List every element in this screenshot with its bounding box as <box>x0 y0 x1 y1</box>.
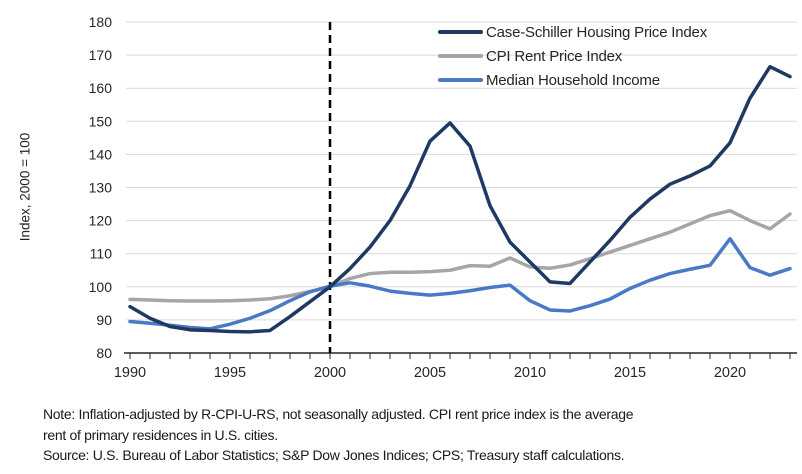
legend-label-case-schiller: Case-Schiller Housing Price Index <box>486 23 708 41</box>
legend-item-case-schiller: Case-Schiller Housing Price Index <box>438 20 707 44</box>
svg-text:80: 80 <box>96 345 112 361</box>
svg-text:2000: 2000 <box>314 365 346 381</box>
svg-text:110: 110 <box>90 246 113 262</box>
x-axis-labels: 1990 1995 2000 2005 2010 2015 2020 <box>114 365 746 381</box>
series-line-1 <box>128 208 792 303</box>
svg-text:180: 180 <box>89 14 113 30</box>
note-line-2: rent of primary residences in U.S. citie… <box>43 426 278 443</box>
chart-footnotes: Note: Inflation-adjusted by R-CPI-U-RS, … <box>43 404 783 466</box>
svg-text:90: 90 <box>96 312 112 328</box>
y-axis-title: Index, 2000 = 100 <box>17 132 33 242</box>
note-line-1: Note: Inflation-adjusted by R-CPI-U-RS, … <box>43 406 634 422</box>
legend-label-median-income: Median Household Income <box>486 71 660 89</box>
svg-text:1990: 1990 <box>114 365 146 381</box>
svg-text:2010: 2010 <box>514 365 546 381</box>
svg-text:1995: 1995 <box>214 365 246 381</box>
legend-swatch-case-schiller <box>438 29 483 35</box>
series-line-0 <box>128 64 792 334</box>
svg-text:160: 160 <box>89 80 113 96</box>
source-line: Source: U.S. Bureau of Labor Statistics;… <box>43 447 625 463</box>
svg-text:140: 140 <box>89 146 113 162</box>
svg-text:130: 130 <box>89 180 113 196</box>
chart-legend: Case-Schiller Housing Price Index CPI Re… <box>438 20 707 92</box>
chart-canvas: 80 90 100 110 120 130 140 150 160 170 180 1990 1995 2… <box>89 14 797 381</box>
legend-swatch-median-income <box>438 77 483 83</box>
svg-text:2020: 2020 <box>714 365 746 381</box>
svg-text:2005: 2005 <box>414 365 446 381</box>
svg-text:120: 120 <box>89 213 113 229</box>
svg-text:150: 150 <box>89 113 113 129</box>
svg-text:2015: 2015 <box>614 365 646 381</box>
legend-item-cpi-rent: CPI Rent Price Index <box>438 44 707 68</box>
legend-label-cpi-rent: CPI Rent Price Index <box>486 47 623 65</box>
svg-text:170: 170 <box>89 47 113 63</box>
series-line-2 <box>128 237 792 331</box>
svg-text:100: 100 <box>89 279 113 295</box>
y-axis-labels: 80 90 100 110 120 130 140 150 160 170 180 <box>89 14 113 361</box>
x-axis <box>124 352 797 359</box>
legend-item-median-income: Median Household Income <box>438 68 707 92</box>
legend-swatch-cpi-rent <box>438 53 483 59</box>
